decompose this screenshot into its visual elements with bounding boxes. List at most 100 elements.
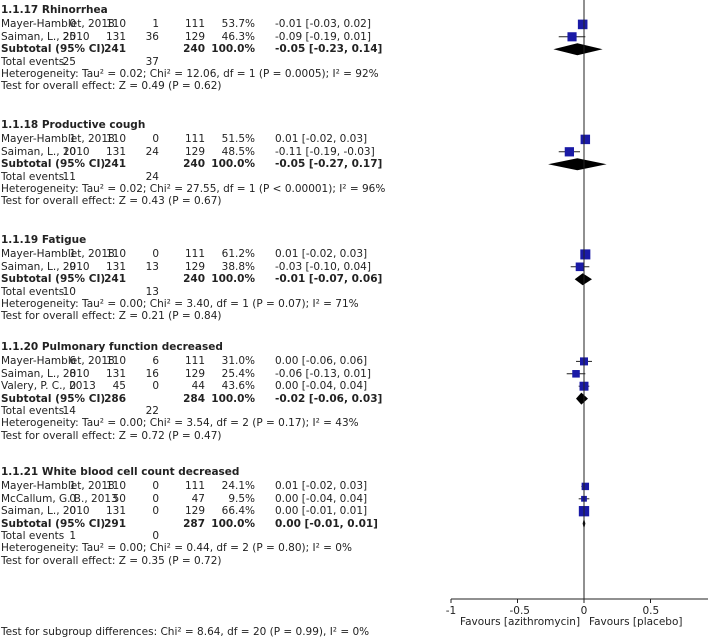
events-placebo: 0 (152, 248, 159, 261)
study-ci: 0.01 [-0.02, 0.03] (275, 248, 368, 261)
study-weight: 53.7% (221, 18, 255, 31)
study-ci: -0.03 [-0.10, 0.04] (275, 260, 371, 273)
study-weight: 25.4% (221, 367, 255, 380)
events-placebo: 0 (152, 380, 159, 393)
heterogeneity-text: Heterogeneity: Tau² = 0.02; Chi² = 27.55… (1, 183, 386, 195)
overall-effect-text: Test for overall effect: Z = 0.72 (P = 0… (1, 429, 222, 442)
subtotal-label: Subtotal (95% CI) (1, 392, 106, 405)
subtotal-ci: -0.01 [-0.07, 0.06] (275, 273, 383, 286)
total-azithromycin: 131 (105, 145, 126, 158)
study-effect-marker (580, 134, 591, 145)
total-azithromycin: 110 (105, 355, 126, 368)
total-events-label: Total events (1, 530, 65, 542)
heterogeneity-text: Heterogeneity: Tau² = 0.00; Chi² = 3.54,… (1, 417, 359, 430)
subtotal-diamond (553, 43, 603, 56)
study-effect-marker (567, 32, 577, 42)
heterogeneity-text: Heterogeneity: Tau² = 0.02; Chi² = 12.06… (1, 68, 379, 80)
heterogeneity-text: Heterogeneity: Tau² = 0.00; Chi² = 0.44,… (1, 542, 352, 555)
events-azithromycin: 10 (62, 145, 76, 158)
subtotal-n-placebo: 287 (183, 517, 205, 530)
total-azithromycin: 110 (105, 133, 126, 146)
subgroup-title: 1.1.17 Rhinorrhea (1, 4, 108, 16)
subtotal-ci: -0.05 [-0.27, 0.17] (275, 158, 383, 171)
events-azithromycin: 6 (69, 355, 76, 368)
events-azithromycin: 1 (69, 480, 76, 493)
subtotal-label: Subtotal (95% CI) (1, 273, 106, 286)
study-name: Valery, P. C., 2013 (1, 380, 96, 393)
events-azithromycin: 9 (69, 260, 76, 273)
study-weight: 51.5% (221, 133, 255, 146)
study-effect-marker (577, 19, 588, 30)
overall-effect-text: Test for overall effect: Z = 0.43 (P = 0… (1, 195, 222, 208)
events-azithromycin: 8 (69, 367, 76, 380)
study-weight: 48.5% (221, 145, 255, 158)
total-events-label: Total events (1, 170, 65, 183)
study-ci: -0.01 [-0.03, 0.02] (275, 18, 371, 31)
subtotal-weight: 100.0% (211, 273, 255, 286)
x-tick-label: -1 (445, 605, 457, 617)
study-weight: 9.5% (228, 492, 255, 505)
study-name: Saiman, L., 2010 (1, 367, 90, 380)
total-events-placebo: 37 (145, 55, 159, 68)
study-ci: -0.11 [-0.19, -0.03] (275, 145, 375, 158)
study-effect-marker (572, 370, 580, 378)
total-placebo: 111 (184, 355, 205, 368)
total-placebo: 47 (191, 492, 205, 505)
total-placebo: 129 (184, 505, 205, 518)
total-placebo: 44 (191, 380, 205, 393)
events-azithromycin: 0 (69, 492, 76, 505)
subtotal-weight: 100.0% (211, 158, 255, 171)
subgroup-title: 1.1.18 Productive cough (1, 119, 146, 131)
subtotal-diamond (548, 158, 607, 171)
study-ci: 0.00 [-0.01, 0.01] (275, 505, 368, 518)
total-placebo: 111 (184, 248, 205, 261)
subtotal-n-placebo: 284 (183, 392, 205, 405)
study-ci: 0.01 [-0.02, 0.03] (275, 133, 368, 146)
events-placebo: 13 (145, 260, 159, 273)
total-placebo: 111 (184, 133, 205, 146)
events-placebo: 0 (152, 480, 159, 493)
events-placebo: 36 (145, 30, 159, 43)
subtotal-weight: 100.0% (211, 43, 255, 56)
study-effect-marker (564, 147, 575, 157)
events-placebo: 6 (152, 355, 159, 368)
subtotal-n-placebo: 240 (183, 158, 205, 171)
events-azithromycin: 0 (69, 18, 76, 31)
subtotal-n-azithromycin: 241 (104, 43, 126, 56)
subtotal-n-placebo: 240 (183, 43, 205, 56)
study-weight: 43.6% (221, 380, 255, 393)
total-azithromycin: 110 (105, 18, 126, 31)
subtotal-n-azithromycin: 241 (104, 158, 126, 171)
subtotal-label: Subtotal (95% CI) (1, 43, 106, 56)
total-events-azithromycin: 10 (62, 285, 76, 298)
study-weight: 24.1% (221, 480, 255, 493)
total-placebo: 111 (184, 18, 205, 31)
overall-effect-text: Test for overall effect: Z = 0.21 (P = 0… (1, 310, 222, 323)
study-weight: 61.2% (221, 248, 255, 261)
study-weight: 38.8% (221, 260, 255, 273)
subgroup-title: 1.1.21 White blood cell count decreased (1, 466, 240, 478)
subtotal-label: Subtotal (95% CI) (1, 517, 106, 530)
study-ci: 0.00 [-0.04, 0.04] (275, 492, 368, 505)
subgroup-title: 1.1.20 Pulmonary function decreased (1, 341, 223, 353)
total-events-azithromycin: 14 (62, 405, 76, 417)
events-placebo: 24 (145, 145, 159, 158)
study-name: Mayer-Hamblet, 2018 (1, 355, 115, 368)
total-events-placebo: 22 (145, 405, 159, 417)
x-tick-label: -0.5 (509, 605, 531, 617)
total-azithromycin: 131 (105, 260, 126, 273)
favours-right-label: Favours [placebo] (589, 616, 683, 628)
study-ci: 0.01 [-0.02, 0.03] (275, 480, 368, 493)
heterogeneity-text: Heterogeneity: Tau² = 0.00; Chi² = 3.40,… (1, 298, 359, 310)
total-events-placebo: 24 (145, 170, 159, 183)
total-azithromycin: 131 (105, 505, 126, 518)
study-weight: 46.3% (221, 30, 255, 43)
subgroup-title: 1.1.19 Fatigue (1, 234, 87, 246)
total-events-azithromycin: 11 (62, 170, 76, 183)
events-placebo: 0 (152, 133, 159, 146)
study-name: Saiman, L., 2010 (1, 145, 90, 158)
x-tick-label: 0 (580, 605, 588, 617)
total-placebo: 111 (184, 480, 205, 493)
study-name: Saiman, L., 2010 (1, 30, 90, 43)
